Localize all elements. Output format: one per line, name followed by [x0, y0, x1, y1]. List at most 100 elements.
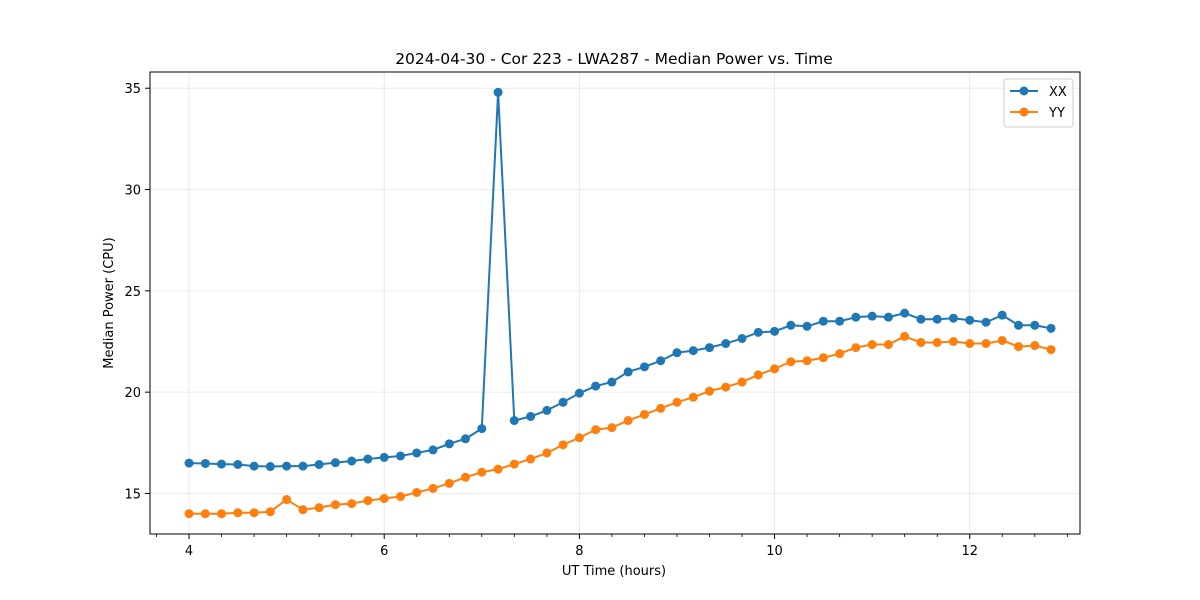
y-axis-label: Median Power (CPU) — [102, 237, 117, 368]
data-point-xx — [721, 339, 731, 349]
data-point-yy — [184, 509, 194, 519]
data-point-yy — [217, 509, 227, 519]
data-point-yy — [249, 508, 259, 518]
data-point-yy — [867, 340, 877, 350]
data-point-xx — [981, 317, 991, 327]
legend-entry-xx: XX — [1010, 85, 1067, 100]
data-point-yy — [672, 397, 682, 407]
data-point-yy — [1046, 345, 1056, 355]
data-point-yy — [428, 483, 438, 493]
legend-marker-xx — [1019, 86, 1029, 96]
data-point-xx — [672, 348, 682, 358]
data-point-xx — [867, 311, 877, 321]
x-tick-label: 12 — [961, 544, 978, 559]
data-point-yy — [1030, 341, 1040, 351]
data-point-yy — [851, 343, 861, 353]
legend-entry-yy: YY — [1010, 106, 1065, 121]
data-point-xx — [802, 321, 812, 331]
data-point-xx — [396, 451, 405, 461]
legend-label-xx: XX — [1049, 85, 1067, 100]
data-point-yy — [542, 448, 552, 458]
data-point-xx — [265, 462, 275, 472]
data-point-yy — [737, 377, 747, 387]
plot-frame — [149, 71, 1081, 535]
data-point-yy — [444, 478, 454, 488]
data-point-xx — [1030, 320, 1040, 330]
data-point-xx — [542, 405, 552, 415]
legend-marker-yy — [1019, 107, 1029, 117]
data-point-yy — [770, 364, 780, 374]
y-tick-label: 20 — [124, 386, 141, 401]
data-point-yy — [981, 339, 991, 349]
data-point-yy — [900, 331, 910, 341]
x-tick-label: 10 — [766, 544, 783, 559]
data-point-xx — [591, 381, 601, 391]
y-tick-label: 35 — [124, 82, 141, 97]
data-point-xx — [314, 460, 324, 469]
data-point-yy — [1014, 342, 1024, 352]
data-point-xx — [607, 377, 617, 387]
data-point-xx — [200, 458, 210, 468]
y-tick-label: 25 — [124, 285, 141, 300]
data-point-yy — [802, 356, 812, 366]
grid-lines — [150, 72, 1080, 534]
x-tick-label: 6 — [380, 544, 388, 559]
data-point-xx — [623, 367, 633, 377]
data-point-yy — [282, 495, 292, 505]
data-point-xx — [477, 424, 487, 434]
data-point-xx — [770, 326, 780, 336]
data-point-yy — [330, 500, 340, 510]
data-point-yy — [704, 386, 714, 396]
data-point-yy — [298, 505, 308, 515]
data-point-yy — [347, 499, 357, 509]
data-point-xx — [249, 461, 259, 471]
data-point-yy — [883, 340, 893, 350]
data-point-yy — [948, 337, 958, 346]
axis-ticks: 4 6 8 10 12 15 20 25 30 35 — [124, 82, 1068, 559]
data-point-yy — [396, 492, 405, 502]
data-point-yy — [493, 464, 503, 474]
data-point-xx — [1014, 320, 1024, 330]
data-point-xx — [574, 388, 584, 398]
data-point-yy — [509, 459, 519, 469]
x-tick-label: 8 — [575, 544, 583, 559]
data-point-xx — [558, 397, 568, 407]
data-point-yy — [753, 370, 763, 380]
data-point-xx — [656, 356, 666, 366]
data-point-xx — [509, 416, 519, 426]
data-point-yy — [688, 392, 698, 402]
data-point-xx — [1046, 323, 1056, 333]
data-point-xx — [948, 313, 958, 323]
data-point-yy — [379, 494, 389, 504]
data-point-xx — [818, 316, 828, 326]
data-point-yy — [412, 487, 422, 497]
legend-label-yy: YY — [1048, 106, 1065, 121]
data-point-xx — [412, 448, 422, 458]
data-point-yy — [639, 409, 649, 419]
series-layer — [184, 87, 1056, 519]
data-point-yy — [835, 349, 845, 359]
data-point-yy — [965, 339, 975, 349]
y-tick-label: 15 — [124, 487, 141, 502]
data-point-xx — [835, 316, 845, 326]
y-tick-label: 30 — [124, 184, 141, 199]
data-point-xx — [965, 315, 975, 325]
data-point-xx — [379, 452, 389, 462]
data-point-yy — [623, 416, 633, 426]
data-point-xx — [217, 459, 227, 469]
data-point-yy — [574, 433, 584, 443]
data-point-xx — [753, 327, 763, 337]
x-tick-label: 4 — [185, 544, 193, 559]
legend: XX YY — [1003, 78, 1074, 128]
data-point-yy — [932, 338, 942, 348]
data-point-xx — [786, 320, 796, 330]
data-point-yy — [461, 472, 470, 482]
data-point-yy — [233, 508, 243, 518]
data-point-xx — [900, 308, 910, 318]
data-point-yy — [200, 509, 210, 519]
data-point-xx — [330, 458, 340, 468]
data-point-yy — [721, 382, 731, 392]
data-point-xx — [639, 362, 649, 372]
data-point-xx — [704, 343, 714, 353]
